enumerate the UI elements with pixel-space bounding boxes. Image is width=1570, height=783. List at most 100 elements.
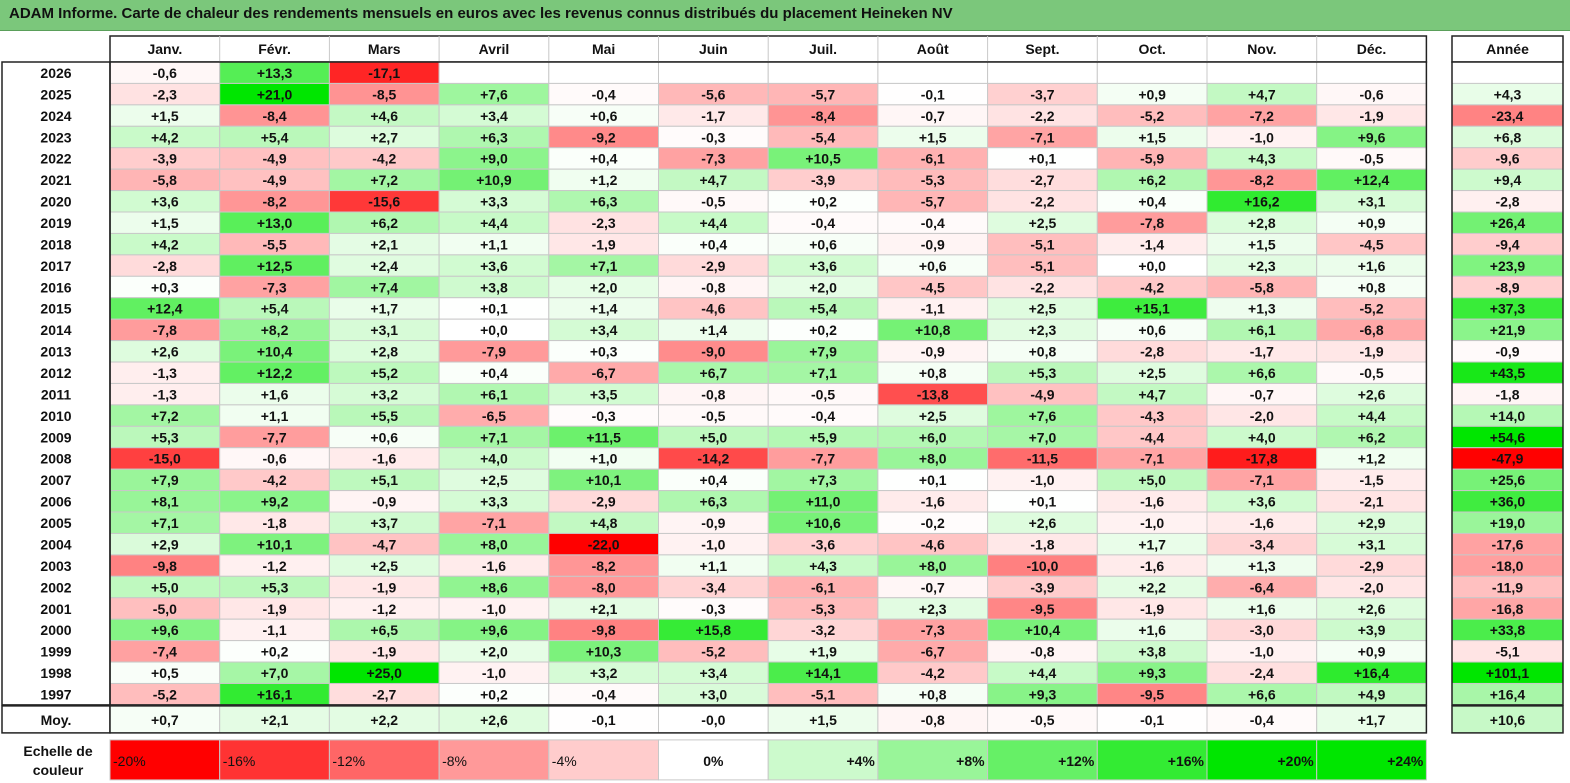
cell-value: -5,1 [811, 686, 835, 702]
average-year-cell [1451, 705, 1564, 734]
row-label: 2014 [40, 322, 71, 338]
year-value: -11,9 [1492, 579, 1523, 595]
cell-value: -1,6 [921, 494, 945, 510]
cell-value: -3,2 [811, 622, 835, 638]
cell-value: -5,6 [701, 86, 725, 102]
heatmap-cell [767, 61, 879, 84]
cell-value: +9,3 [1138, 665, 1166, 681]
cell-value: +0,8 [1029, 344, 1057, 360]
cell-value: -1,7 [701, 108, 725, 124]
cell-value: -3,7 [1030, 86, 1054, 102]
cell-value: -0,4 [811, 408, 835, 424]
cell-value: +1,6 [1358, 258, 1386, 274]
cell-value: +2,1 [370, 236, 398, 252]
cell-value: +2,6 [1358, 601, 1386, 617]
cell-value: +2,0 [809, 279, 837, 295]
cell-value: -2,2 [1030, 194, 1054, 210]
cell-value: +5,4 [809, 301, 837, 317]
cell-value: -5,7 [921, 194, 945, 210]
cell-value: -7,4 [153, 644, 177, 660]
average-cell [987, 705, 1098, 734]
cell-value: +0,0 [1138, 258, 1166, 274]
cell-value: -5,9 [1140, 151, 1164, 167]
year-value: -16,8 [1492, 601, 1524, 617]
cell-value: +1,4 [590, 301, 618, 317]
heatmap-cell [1316, 61, 1427, 84]
cell-value: -5,3 [921, 172, 945, 188]
row-label: 2011 [41, 386, 72, 402]
cell-value: -17,1 [368, 65, 400, 81]
year-value: +4,3 [1494, 86, 1522, 102]
cell-value: -0,5 [1359, 151, 1383, 167]
row-label: 2009 [40, 429, 71, 445]
row-label: 2021 [40, 172, 71, 188]
cell-value: +1,7 [370, 301, 398, 317]
average-cell [219, 705, 330, 734]
cell-value: -1,2 [262, 558, 286, 574]
scale-swatch [109, 739, 221, 781]
cell-value: +2,4 [370, 258, 398, 274]
cell-value: -4,2 [262, 472, 286, 488]
year-value: +43,5 [1490, 365, 1526, 381]
row-label: 2024 [40, 108, 71, 124]
month-header: Janv. [147, 41, 182, 57]
cell-value: +4,8 [590, 515, 618, 531]
scale-swatch [767, 739, 879, 781]
cell-value: -14,2 [697, 451, 729, 467]
cell-value: -1,6 [1250, 515, 1274, 531]
cell-value: +2,3 [1248, 258, 1276, 274]
cell-value: +5,9 [809, 429, 837, 445]
row-label: 1997 [40, 686, 71, 702]
cell-value: -0,4 [592, 686, 616, 702]
cell-value: -0,3 [701, 601, 725, 617]
year-value: +25,6 [1490, 472, 1526, 488]
cell-value: +4,3 [809, 558, 837, 574]
cell-value: -5,3 [811, 601, 835, 617]
cell-value: -0,3 [701, 129, 725, 145]
average-value: -0,1 [592, 712, 616, 728]
cell-value: +1,6 [1138, 622, 1166, 638]
cell-value: -15,0 [149, 451, 181, 467]
cell-value: -17,8 [1246, 451, 1278, 467]
cell-value: +2,5 [1138, 365, 1166, 381]
heatmap-cell [987, 61, 1098, 84]
cell-value: -1,6 [482, 558, 506, 574]
scale-stop-label: +20% [1277, 753, 1314, 769]
cell-value: -0,1 [921, 86, 945, 102]
cell-value: +5,1 [370, 472, 398, 488]
cell-value: -4,5 [1359, 236, 1383, 252]
cell-value: -2,2 [1030, 108, 1054, 124]
cell-value: +1,1 [700, 558, 728, 574]
cell-value: +0,4 [700, 236, 728, 252]
cell-value: +16,1 [257, 686, 293, 702]
cell-value: -7,3 [921, 622, 945, 638]
cell-value: -1,5 [1359, 472, 1383, 488]
cell-value: -0,5 [701, 194, 725, 210]
cell-value: -0,9 [921, 236, 945, 252]
cell-value: +1,6 [261, 386, 289, 402]
row-label: 2016 [40, 279, 71, 295]
cell-value: +3,2 [590, 665, 618, 681]
cell-value: +7,9 [151, 472, 179, 488]
cell-value: -1,3 [153, 365, 177, 381]
cell-value: -4,2 [1140, 279, 1164, 295]
cell-value: -1,0 [482, 601, 506, 617]
cell-value: -4,9 [1030, 386, 1054, 402]
cell-value: +3,7 [370, 515, 398, 531]
cell-value: +25,0 [367, 665, 403, 681]
cell-value: -7,8 [1140, 215, 1164, 231]
row-label: 2004 [40, 536, 71, 552]
cell-value: -1,0 [1250, 129, 1274, 145]
cell-value: +2,6 [1358, 386, 1386, 402]
cell-value: +14,1 [805, 665, 841, 681]
cell-value: +11,0 [806, 494, 841, 510]
cell-value: +0,1 [480, 301, 508, 317]
cell-value: +3,6 [1248, 494, 1276, 510]
cell-value: -0,6 [262, 451, 286, 467]
scale-stop-label: 0% [703, 753, 724, 769]
cell-value: +15,8 [696, 622, 732, 638]
cell-value: -0,4 [921, 215, 945, 231]
cell-value: +1,1 [261, 408, 289, 424]
cell-value: -0,8 [1030, 644, 1054, 660]
year-value: +19,0 [1490, 515, 1526, 531]
